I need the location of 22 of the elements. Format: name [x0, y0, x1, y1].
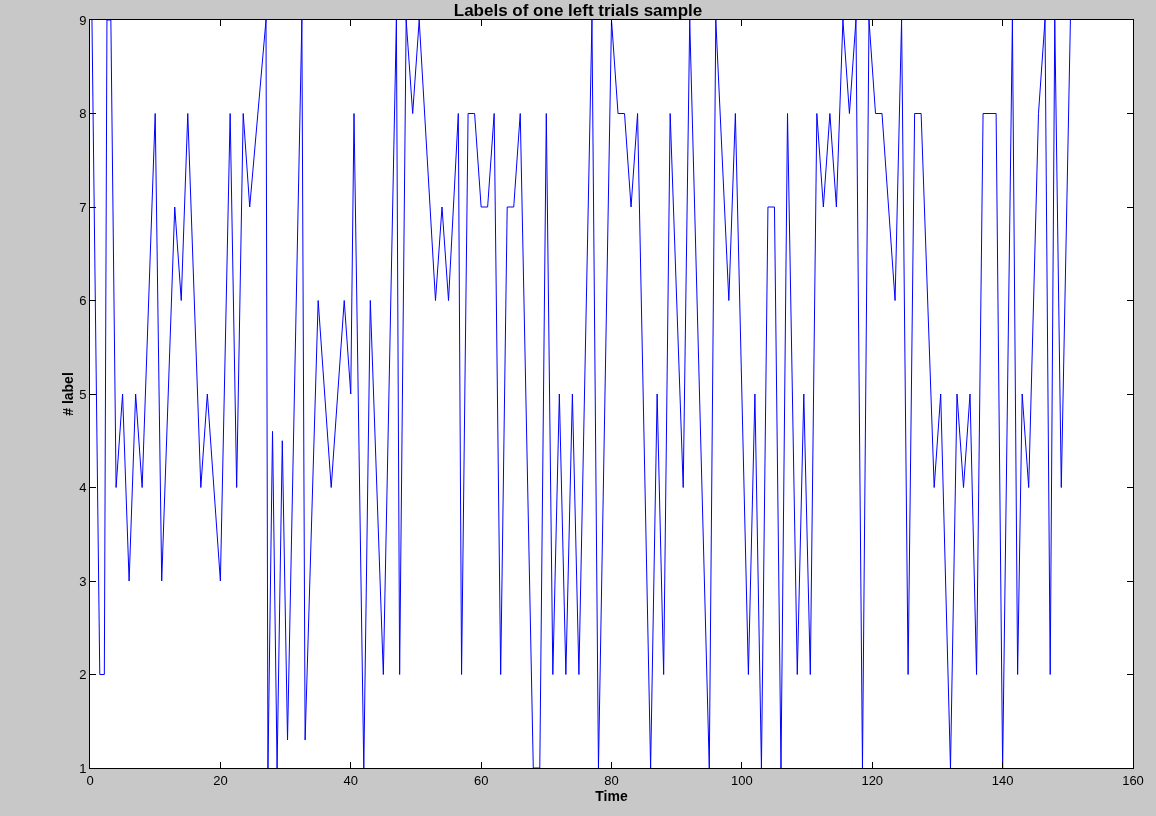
y-tick-label: 5	[79, 386, 87, 402]
y-tick-label: 7	[79, 199, 87, 215]
y-tick-label: 2	[79, 667, 87, 683]
line-series	[91, 20, 1071, 768]
x-tick-label: 0	[86, 772, 94, 788]
y-tick-label: 8	[79, 106, 87, 122]
y-tick-label: 6	[79, 293, 87, 309]
y-tick-label: 4	[79, 480, 87, 496]
x-tick-label: 120	[861, 772, 884, 788]
x-tick-label: 140	[991, 772, 1014, 788]
x-tick-label: 100	[731, 772, 753, 788]
x-tick-label: 160	[1122, 772, 1144, 788]
x-tick-label: 40	[343, 772, 358, 788]
y-tick-label: 1	[79, 760, 87, 776]
x-tick-label: 80	[604, 772, 619, 788]
y-tick-label: 3	[79, 573, 87, 589]
y-axis-title: # label	[59, 372, 76, 416]
chart-title: Labels of one left trials sample	[453, 0, 703, 20]
x-tick-label: 20	[213, 772, 228, 788]
x-axis-title: Time	[595, 787, 628, 804]
x-tick-label: 60	[473, 772, 489, 788]
y-tick-label: 9	[79, 12, 87, 28]
